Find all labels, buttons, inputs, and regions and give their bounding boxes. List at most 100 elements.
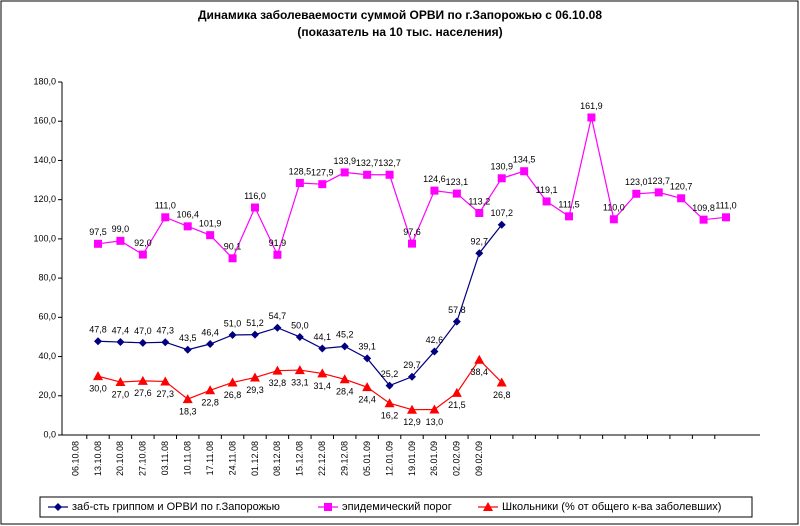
data-label: 21,5	[448, 400, 466, 410]
data-label: 123,0	[625, 177, 648, 187]
point	[497, 174, 506, 183]
point	[385, 170, 394, 179]
point	[161, 338, 170, 347]
x-tick-label: 02.02.09	[452, 441, 462, 476]
point	[94, 239, 102, 248]
point	[452, 317, 461, 326]
point	[273, 250, 282, 259]
point	[408, 372, 416, 381]
data-label: 123,1	[446, 177, 469, 187]
point	[407, 404, 417, 414]
x-tick-label: 20.10.08	[115, 441, 125, 476]
data-label: 25,2	[381, 369, 399, 379]
data-label: 132,7	[356, 158, 379, 168]
point	[362, 382, 373, 392]
data-label: 128,5	[289, 166, 312, 176]
point	[250, 372, 260, 382]
point	[206, 340, 215, 349]
data-label: 111,0	[155, 201, 176, 211]
point	[318, 180, 327, 189]
point	[654, 188, 663, 197]
data-label: 47,4	[112, 325, 130, 335]
point	[384, 398, 395, 408]
y-tick-label: 180,0	[33, 76, 56, 86]
point	[227, 377, 238, 387]
x-tick-label: 26.01.09	[429, 441, 439, 476]
data-label: 111,0	[715, 201, 736, 211]
data-label: 99,0	[112, 224, 130, 234]
data-label: 101,9	[199, 219, 222, 229]
x-tick-label: 15.12.08	[295, 441, 305, 476]
y-tick-label: 160,0	[33, 116, 56, 126]
point	[483, 502, 493, 511]
point	[272, 365, 283, 375]
data-label: 97,6	[403, 227, 421, 237]
point	[116, 338, 125, 347]
point	[363, 170, 372, 179]
point	[137, 375, 148, 385]
data-label: 113,2	[468, 196, 490, 206]
point	[474, 354, 485, 364]
data-label: 27,0	[112, 389, 130, 399]
point	[295, 178, 304, 187]
point	[609, 215, 618, 224]
point	[294, 365, 305, 375]
data-label: 43,5	[179, 333, 197, 343]
y-tick-label: 0,0	[43, 429, 56, 439]
data-label: 32,8	[269, 378, 287, 388]
data-label: 51,0	[224, 318, 242, 328]
chart-title: Динамика заболеваемости суммой ОРВИ по г…	[198, 8, 602, 22]
point	[475, 249, 484, 258]
data-label: 110,0	[603, 203, 625, 213]
data-label: 57,8	[448, 305, 466, 315]
legend-label: Школьники (% от общего к-ва заболевших)	[502, 501, 721, 513]
data-label: 33,1	[291, 377, 309, 387]
point	[632, 189, 641, 198]
data-label: 28,4	[336, 387, 354, 397]
point	[565, 212, 573, 221]
point	[451, 387, 462, 397]
point	[722, 213, 730, 222]
data-label: 27,6	[134, 388, 152, 398]
point	[138, 250, 147, 259]
point	[206, 231, 215, 240]
data-label: 22,8	[201, 398, 219, 408]
y-tick-label: 40,0	[38, 351, 56, 361]
data-label: 27,3	[157, 389, 175, 399]
point	[699, 215, 708, 224]
point	[251, 330, 259, 339]
data-label: 133,9	[333, 156, 356, 166]
point	[677, 194, 686, 203]
point	[317, 368, 328, 378]
data-label: 46,4	[201, 327, 219, 337]
point	[183, 222, 192, 231]
data-label: 47,8	[89, 325, 107, 335]
point	[324, 503, 332, 511]
point	[251, 203, 259, 212]
x-tick-label: 13.10.08	[93, 441, 103, 476]
data-label: 18,3	[179, 406, 197, 416]
point	[452, 189, 461, 198]
point	[497, 220, 506, 229]
data-label: 90,1	[224, 242, 242, 252]
data-label: 16,2	[381, 411, 399, 421]
point	[408, 239, 416, 248]
y-tick-label: 120,0	[33, 194, 56, 204]
point	[318, 344, 327, 353]
data-label: 134,5	[513, 155, 536, 165]
data-label: 123,7	[647, 176, 670, 186]
point	[183, 345, 192, 354]
y-tick-label: 60,0	[38, 312, 56, 322]
point	[430, 186, 439, 195]
data-label: 54,7	[269, 311, 287, 321]
point	[54, 503, 62, 511]
legend-box	[39, 496, 753, 518]
data-label: 132,7	[378, 158, 401, 168]
x-tick-label: 03.11.08	[160, 441, 170, 475]
data-label: 119,1	[536, 185, 558, 195]
point	[160, 376, 171, 386]
data-label: 26,8	[493, 390, 511, 400]
chart-subtitle: (показатель на 10 тыс. населения)	[297, 25, 502, 39]
x-tick-label: 08.12.08	[272, 441, 282, 476]
